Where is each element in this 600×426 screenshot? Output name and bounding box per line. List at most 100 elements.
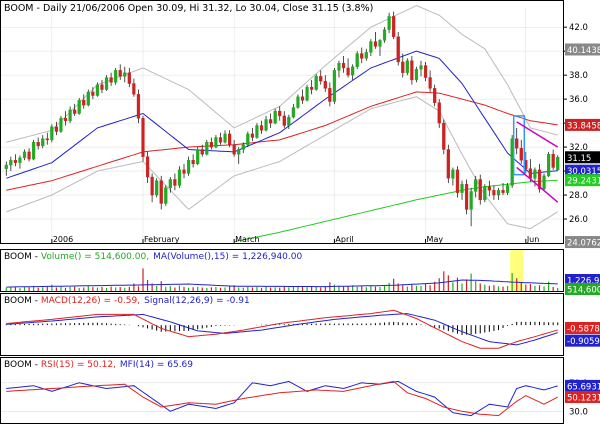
- candle-body: [27, 151, 31, 160]
- candle: [328, 82, 332, 107]
- candle: [36, 137, 40, 150]
- candle: [396, 31, 400, 66]
- candle: [478, 174, 482, 205]
- candle: [423, 61, 428, 82]
- price-right-label-5-text: 24.0762: [567, 239, 600, 249]
- candle: [410, 55, 414, 85]
- volume-legend-ma: MA(Volume(),15) = 1,226,940.00: [153, 252, 302, 262]
- macd-right-label-0-text: -0.58788: [567, 325, 600, 335]
- candle-body: [218, 137, 223, 143]
- candle: [118, 64, 122, 80]
- candle-body: [300, 96, 305, 101]
- candle-body: [182, 169, 186, 174]
- bollinger-bands: [6, 5, 558, 230]
- candle: [405, 58, 409, 76]
- candle-body: [36, 142, 40, 147]
- price-right-label-0-bg: [565, 43, 600, 56]
- price-ytick-label-8: 42.0: [569, 23, 588, 33]
- bollinger-lower-line: [6, 96, 558, 230]
- candle-body: [145, 156, 150, 178]
- candle: [95, 82, 100, 97]
- candle-body: [528, 168, 532, 179]
- ma200-line: [233, 179, 558, 243]
- price-right-label-5-bg: [565, 236, 600, 249]
- candle-body: [18, 157, 22, 163]
- candle-body: [392, 16, 396, 37]
- candle-body: [369, 41, 373, 53]
- rsi-legend-rsi: RSI(15) = 50.12,: [41, 360, 116, 370]
- candle-body: [104, 77, 109, 90]
- candle: [136, 89, 141, 124]
- volume-ma-path: [6, 279, 558, 288]
- candle-body: [45, 138, 49, 141]
- macd-legend: BOOM - MACD(12,26) = -0.59, Signal(12,26,…: [4, 296, 250, 306]
- candle-body: [433, 88, 437, 103]
- candle: [401, 53, 405, 78]
- candle: [41, 135, 45, 149]
- volume-right-label-0-text: 1,226,94: [567, 277, 600, 287]
- candle: [13, 154, 18, 167]
- chart-title: BOOM - Daily 21/06/2006 Open 30.09, Hi 3…: [4, 3, 373, 14]
- rsi-panel-frame: [0, 357, 564, 424]
- price-x-ticks: 2006 February March April May Jun: [51, 235, 539, 244]
- candle-body: [4, 164, 8, 169]
- candle-body: [114, 70, 118, 83]
- candle: [323, 75, 327, 92]
- candle: [419, 60, 423, 77]
- candle: [123, 66, 127, 83]
- volume-bars: [5, 268, 559, 291]
- candle: [360, 47, 364, 64]
- price-right-label-5: 24.0762: [565, 236, 600, 249]
- candle: [501, 183, 505, 196]
- candle-body: [396, 36, 400, 63]
- candle: [196, 147, 200, 166]
- volume-legend-prefix: BOOM -: [4, 252, 41, 262]
- candle: [433, 84, 437, 107]
- candle-body: [59, 118, 63, 132]
- candle: [9, 156, 13, 172]
- candle: [86, 89, 90, 107]
- macd-right-label-1: -0.90596: [565, 334, 600, 347]
- candle-body: [341, 62, 346, 69]
- candle-body: [287, 116, 291, 126]
- candle: [4, 161, 8, 176]
- macd-right-labels: -0.58788 -0.90596: [565, 322, 600, 347]
- price-xtick-label-3: April: [335, 235, 353, 244]
- candle-body: [533, 169, 537, 179]
- volume-right-label-1: 514,600: [565, 283, 600, 296]
- candle: [54, 121, 59, 136]
- candle: [487, 180, 491, 197]
- candle-body: [54, 126, 59, 132]
- candle-body: [91, 91, 95, 96]
- macd-lines: [6, 309, 558, 349]
- candle: [250, 127, 254, 142]
- candle-body: [346, 67, 350, 76]
- macd-line: [6, 309, 558, 349]
- candle-body: [505, 185, 510, 193]
- rsi-legend-mfi: MFI(14) = 65.69: [120, 360, 193, 370]
- candle: [428, 70, 432, 92]
- candle-body: [86, 91, 90, 106]
- candle: [155, 178, 159, 198]
- candle-body: [351, 66, 355, 76]
- candle: [496, 187, 501, 200]
- candle-body: [487, 186, 491, 191]
- candle-body: [373, 41, 378, 47]
- candle: [18, 155, 22, 169]
- candle-body: [159, 180, 163, 204]
- candle-body: [483, 186, 487, 201]
- candle: [282, 111, 286, 128]
- candle-body: [423, 65, 428, 78]
- rsi-right-label-1-bg: [565, 390, 600, 403]
- price-right-label-0-text: 40.1438: [567, 46, 600, 56]
- candle-body: [355, 53, 359, 67]
- price-xtick-label-4: May: [427, 235, 444, 244]
- candle-body: [132, 83, 136, 95]
- candle-body: [519, 148, 523, 161]
- candle-body: [478, 179, 482, 201]
- macd-legend-signal: Signal(12,26,9) = -0.91: [144, 296, 250, 306]
- candle: [145, 151, 150, 184]
- candle-body: [32, 142, 36, 160]
- candle: [337, 60, 341, 78]
